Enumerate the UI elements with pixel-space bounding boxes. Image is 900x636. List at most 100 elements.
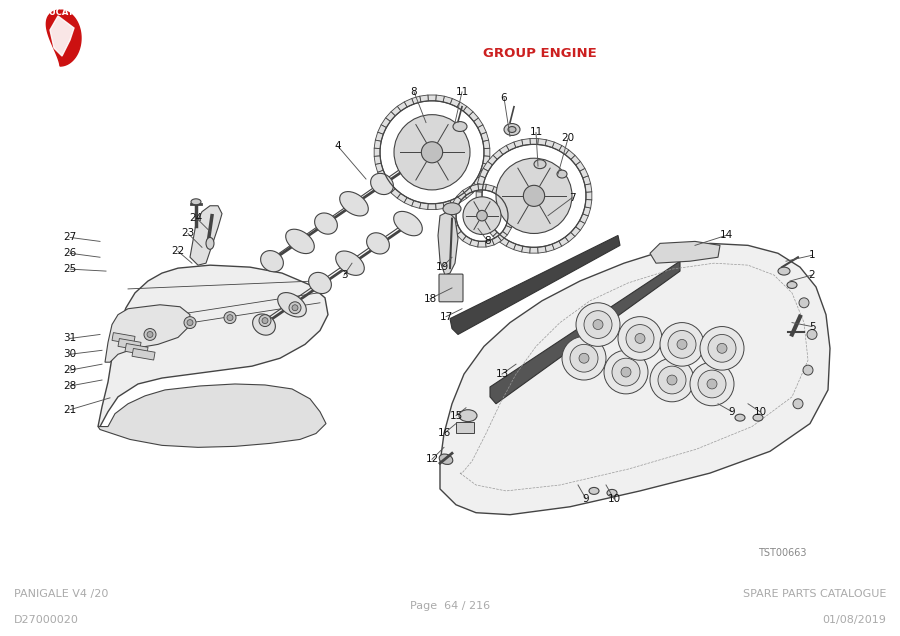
Polygon shape (450, 235, 620, 335)
Polygon shape (553, 142, 562, 151)
Polygon shape (469, 183, 479, 193)
Polygon shape (98, 265, 328, 427)
Text: 27: 27 (63, 232, 76, 242)
Polygon shape (105, 305, 190, 362)
Circle shape (421, 142, 443, 163)
Polygon shape (506, 142, 516, 151)
Ellipse shape (191, 199, 201, 205)
Polygon shape (404, 99, 414, 107)
Text: 01/08/2019: 01/08/2019 (822, 615, 886, 625)
Text: 8: 8 (485, 237, 491, 246)
Polygon shape (190, 206, 222, 265)
Circle shape (593, 320, 603, 329)
Circle shape (793, 399, 803, 409)
Polygon shape (456, 191, 466, 200)
Circle shape (451, 185, 513, 246)
Circle shape (463, 197, 501, 235)
Polygon shape (650, 242, 720, 263)
Circle shape (147, 331, 153, 338)
Circle shape (144, 329, 156, 340)
FancyBboxPatch shape (439, 274, 463, 302)
Polygon shape (98, 384, 326, 447)
Ellipse shape (261, 251, 284, 272)
Polygon shape (473, 177, 483, 187)
Text: 6: 6 (500, 93, 508, 103)
Circle shape (618, 317, 662, 360)
Ellipse shape (253, 314, 275, 335)
Text: SPARE PARTS CATALOGUE: SPARE PARTS CATALOGUE (742, 589, 886, 599)
Ellipse shape (439, 454, 453, 464)
Text: 17: 17 (439, 312, 453, 322)
Polygon shape (502, 226, 511, 235)
Polygon shape (488, 226, 497, 237)
Text: 29: 29 (63, 365, 76, 375)
Polygon shape (500, 237, 509, 246)
Text: 23: 23 (182, 228, 194, 238)
Polygon shape (508, 212, 514, 220)
Text: 3: 3 (341, 270, 347, 280)
Circle shape (612, 358, 640, 386)
Polygon shape (478, 241, 486, 247)
Text: DUCATI: DUCATI (42, 8, 77, 17)
Text: 12: 12 (426, 454, 438, 464)
Circle shape (708, 335, 736, 362)
Circle shape (698, 370, 726, 398)
Polygon shape (450, 212, 456, 220)
Polygon shape (381, 177, 391, 187)
Polygon shape (576, 162, 585, 171)
Circle shape (259, 315, 271, 326)
Polygon shape (385, 183, 395, 193)
Polygon shape (571, 155, 580, 165)
Polygon shape (385, 112, 395, 121)
Polygon shape (381, 118, 391, 128)
Polygon shape (492, 236, 501, 245)
Polygon shape (582, 207, 590, 216)
Bar (132, 349, 155, 360)
Text: 30: 30 (63, 349, 76, 359)
Ellipse shape (393, 211, 422, 236)
Polygon shape (463, 236, 473, 245)
Polygon shape (378, 125, 386, 134)
Polygon shape (477, 176, 485, 185)
Ellipse shape (285, 229, 314, 254)
Circle shape (576, 303, 620, 347)
Polygon shape (436, 203, 445, 210)
Polygon shape (506, 204, 514, 212)
Circle shape (626, 324, 654, 352)
Ellipse shape (787, 282, 797, 289)
Ellipse shape (589, 487, 599, 494)
Text: 21: 21 (63, 404, 76, 415)
Polygon shape (428, 95, 436, 101)
Polygon shape (470, 239, 479, 247)
Ellipse shape (206, 237, 214, 249)
Circle shape (570, 344, 598, 372)
Polygon shape (476, 184, 483, 192)
Polygon shape (522, 246, 530, 253)
Polygon shape (565, 232, 575, 242)
Text: 9: 9 (729, 406, 735, 417)
Ellipse shape (366, 233, 390, 254)
Polygon shape (580, 169, 589, 178)
Polygon shape (470, 184, 479, 192)
Text: 11: 11 (529, 127, 543, 137)
Ellipse shape (538, 207, 562, 225)
Text: 19: 19 (436, 262, 448, 272)
Circle shape (524, 185, 544, 207)
Polygon shape (488, 155, 497, 165)
Polygon shape (450, 197, 460, 206)
Circle shape (477, 211, 487, 221)
Polygon shape (545, 140, 554, 148)
Polygon shape (476, 191, 482, 200)
Ellipse shape (508, 127, 516, 132)
Ellipse shape (443, 203, 461, 215)
Polygon shape (450, 204, 458, 212)
Polygon shape (582, 176, 590, 185)
Polygon shape (559, 146, 569, 155)
Polygon shape (378, 170, 386, 180)
Polygon shape (537, 139, 546, 146)
Polygon shape (443, 96, 453, 104)
Text: 18: 18 (423, 294, 436, 304)
Polygon shape (553, 241, 562, 250)
Bar (456, 422, 474, 434)
Polygon shape (514, 244, 523, 252)
